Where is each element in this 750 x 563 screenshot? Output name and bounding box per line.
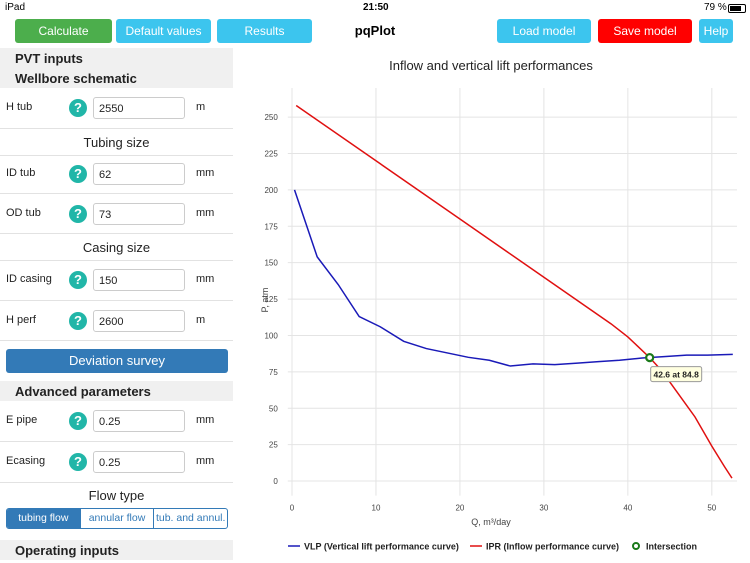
help-icon[interactable]: ?: [69, 205, 87, 223]
x-tick-label: 10: [372, 504, 381, 513]
field-unit: mm: [196, 167, 215, 179]
field-label: ID casing: [6, 273, 52, 285]
y-tick-label: 225: [264, 150, 278, 159]
field-unit: mm: [196, 455, 215, 467]
data-label: 42.6 at 84.8: [653, 370, 699, 380]
separator: [0, 340, 233, 341]
y-tick-label: 150: [264, 259, 278, 268]
section-header: Operating inputs: [0, 540, 233, 560]
field-label: Ecasing: [6, 455, 46, 467]
y-tick-label: 0: [273, 477, 278, 486]
field-label: H tub: [6, 101, 33, 113]
separator: [0, 128, 233, 129]
separator: [0, 482, 233, 483]
app-title: pqPlot: [354, 23, 396, 38]
x-tick-label: 0: [290, 504, 295, 513]
field-label: H perf: [6, 314, 36, 326]
chart-title: Inflow and vertical lift performances: [389, 58, 593, 73]
legend-swatch: [632, 542, 640, 550]
help-icon[interactable]: ?: [69, 271, 87, 289]
section-header: Advanced parameters: [0, 381, 233, 401]
field-label: ID tub: [6, 167, 36, 179]
field-unit: m: [196, 314, 206, 326]
field-input[interactable]: 150: [93, 269, 185, 291]
field-label: E pipe: [6, 414, 38, 426]
help-icon[interactable]: ?: [69, 312, 87, 330]
series-line: [293, 189, 733, 367]
flow-type-selector: tubing flow annular flow tub. and annul.: [6, 508, 228, 529]
battery-text: 79 %: [704, 2, 727, 13]
group-title: Tubing size: [83, 135, 150, 150]
separator: [0, 155, 233, 156]
left-panel: [0, 46, 233, 563]
y-tick-label: 200: [264, 186, 278, 195]
default-values-button[interactable]: Default values: [116, 19, 211, 43]
legend-label: Intersection: [646, 542, 697, 552]
load-model-button[interactable]: Load model: [497, 19, 591, 43]
field-unit: mm: [196, 273, 215, 285]
field-label: OD tub: [6, 207, 41, 219]
series-line: [295, 104, 733, 479]
group-title: Casing size: [82, 240, 151, 255]
help-icon[interactable]: ?: [69, 453, 87, 471]
chart: Inflow and vertical lift performances Q,…: [260, 58, 737, 552]
group-title: Flow type: [88, 488, 145, 503]
battery-icon: [728, 4, 746, 13]
save-model-button[interactable]: Save model: [598, 19, 692, 43]
separator: [0, 260, 233, 261]
legend-label: IPR (Inflow performance curve): [486, 542, 619, 552]
x-tick-label: 30: [539, 504, 548, 513]
field-unit: mm: [196, 414, 215, 426]
separator: [0, 193, 233, 194]
x-tick-label: 20: [455, 504, 464, 513]
x-axis-label: Q, m³/day: [471, 517, 511, 527]
y-tick-label: 175: [264, 222, 278, 231]
field-unit: m: [196, 101, 206, 113]
separator: [0, 300, 233, 301]
deviation-survey-button[interactable]: Deviation survey: [6, 349, 228, 373]
intersection-point: [645, 352, 655, 363]
tooltip-box: [650, 366, 703, 383]
field-input[interactable]: 2550: [93, 97, 185, 119]
field-input[interactable]: 73: [93, 203, 185, 225]
carrier: iPad: [5, 2, 26, 13]
x-tick-label: 40: [623, 504, 632, 513]
help-icon[interactable]: ?: [69, 412, 87, 430]
y-tick-label: 250: [264, 113, 278, 122]
field-input[interactable]: 62: [93, 163, 185, 185]
legend-label: VLP (Vertical lift performance curve): [304, 542, 459, 552]
segment[interactable]: tub. and annul.: [153, 509, 227, 528]
separator: [0, 441, 233, 442]
calculate-button[interactable]: Calculate: [15, 19, 112, 43]
field-input[interactable]: 0.25: [93, 451, 185, 473]
section-header: Wellbore schematic: [0, 68, 233, 88]
field-unit: mm: [196, 207, 215, 219]
help-button[interactable]: Help: [699, 19, 733, 43]
clock: 21:50: [363, 2, 389, 13]
y-axis-label: P, atm: [260, 288, 270, 313]
y-tick-label: 50: [269, 404, 278, 413]
status-bar: iPad 21:50 79 %: [0, 0, 750, 14]
results-button[interactable]: Results: [217, 19, 312, 43]
y-tick-label: 75: [269, 368, 278, 377]
help-icon[interactable]: ?: [69, 165, 87, 183]
field-input[interactable]: 0.25: [93, 410, 185, 432]
y-tick-label: 100: [264, 331, 278, 340]
y-tick-label: 125: [264, 295, 278, 304]
separator: [0, 233, 233, 234]
x-tick-label: 50: [707, 504, 716, 513]
help-icon[interactable]: ?: [69, 99, 87, 117]
field-input[interactable]: 2600: [93, 310, 185, 332]
segment[interactable]: annular flow: [79, 509, 154, 528]
segment-selected[interactable]: tubing flow: [7, 509, 80, 528]
section-header: PVT inputs: [0, 48, 233, 68]
y-tick-label: 25: [269, 441, 278, 450]
